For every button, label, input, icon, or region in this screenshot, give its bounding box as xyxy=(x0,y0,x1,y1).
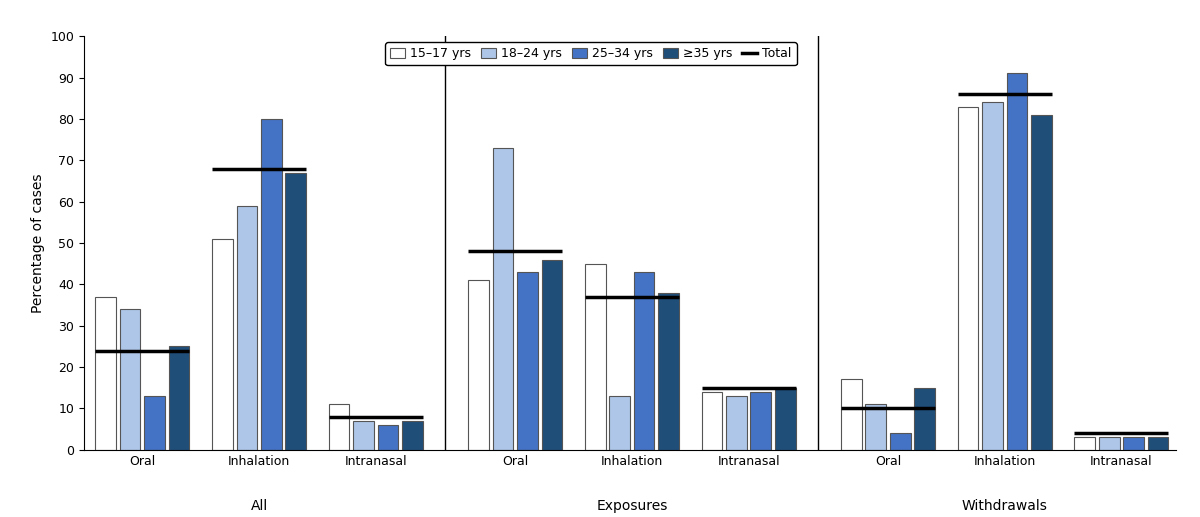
Text: Withdrawals: Withdrawals xyxy=(961,499,1048,513)
Bar xyxy=(378,425,398,450)
Bar xyxy=(726,396,746,450)
Bar xyxy=(1123,437,1144,450)
Bar xyxy=(144,396,164,450)
Bar xyxy=(286,173,306,450)
Bar xyxy=(1099,437,1120,450)
Bar xyxy=(1031,115,1051,450)
Bar xyxy=(260,119,282,450)
Bar xyxy=(120,309,140,450)
Bar xyxy=(634,272,654,450)
Bar xyxy=(236,206,257,450)
Bar xyxy=(659,293,679,450)
Bar xyxy=(841,379,862,450)
Bar xyxy=(517,272,538,450)
Text: Exposures: Exposures xyxy=(596,499,667,513)
Bar xyxy=(610,396,630,450)
Bar xyxy=(329,404,349,450)
Bar xyxy=(95,297,116,450)
Bar xyxy=(890,433,911,450)
Bar xyxy=(169,346,190,450)
Bar xyxy=(702,392,722,450)
Text: All: All xyxy=(251,499,268,513)
Bar xyxy=(982,102,1003,450)
Bar xyxy=(750,392,772,450)
Bar xyxy=(468,280,488,450)
Bar xyxy=(775,388,796,450)
Bar xyxy=(958,107,978,450)
Bar xyxy=(353,421,374,450)
Bar xyxy=(584,264,606,450)
Bar xyxy=(914,388,935,450)
Bar xyxy=(865,404,886,450)
Y-axis label: Percentage of cases: Percentage of cases xyxy=(31,173,44,313)
Bar xyxy=(1074,437,1096,450)
Bar xyxy=(212,239,233,450)
Bar xyxy=(402,421,422,450)
Bar xyxy=(1007,73,1027,450)
Bar xyxy=(492,148,514,450)
Bar xyxy=(541,260,563,450)
Legend: 15–17 yrs, 18–24 yrs, 25–34 yrs, ≥35 yrs, Total: 15–17 yrs, 18–24 yrs, 25–34 yrs, ≥35 yrs… xyxy=(385,42,797,66)
Bar xyxy=(1147,437,1169,450)
